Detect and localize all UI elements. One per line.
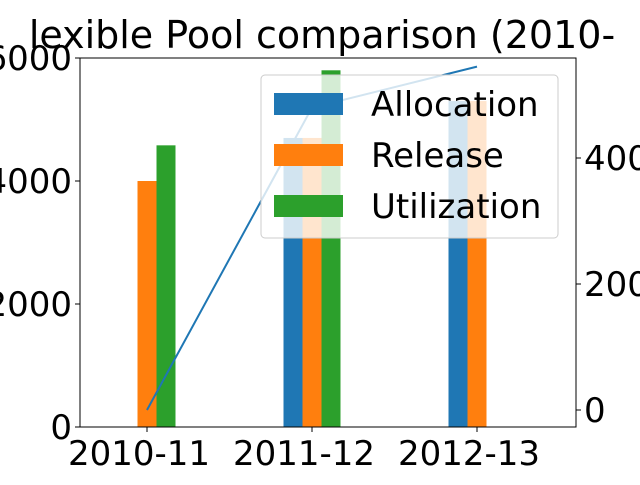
x-tick-label: 2011-12: [233, 434, 375, 474]
right-axis: 0 200 400: [576, 139, 640, 431]
right-tick-label: 200: [584, 265, 640, 305]
right-tick-label: 400: [584, 139, 640, 179]
legend-swatch-utilization: [274, 195, 343, 217]
legend-label-utilization: Utilization: [371, 187, 541, 227]
legend-label-allocation: Allocation: [371, 85, 539, 125]
plot-frame: [79, 57, 577, 428]
chart-title: lexible Pool comparison (2010-: [29, 13, 615, 57]
left-tick-label: 0: [50, 408, 72, 448]
right-tick-label: 0: [584, 391, 606, 431]
bar-release-2010-11: [137, 181, 157, 427]
legend-swatch-allocation: [274, 93, 343, 115]
legend-swatch-release: [274, 144, 343, 166]
legend: Allocation Release Utilization: [260, 74, 559, 239]
x-tick-label: 2010-11: [68, 434, 210, 474]
left-axis: 0 2000 4000 6000: [0, 39, 80, 448]
left-tick-label: 2000: [0, 285, 72, 325]
left-tick-label: 6000: [0, 39, 72, 79]
legend-label-release: Release: [371, 136, 504, 176]
left-tick-label: 4000: [0, 162, 72, 202]
x-tick-label: 2012-13: [398, 434, 540, 474]
x-axis: 2010-11 2011-12 2012-13: [68, 427, 540, 474]
bar-utilization-2010-11: [156, 145, 176, 427]
